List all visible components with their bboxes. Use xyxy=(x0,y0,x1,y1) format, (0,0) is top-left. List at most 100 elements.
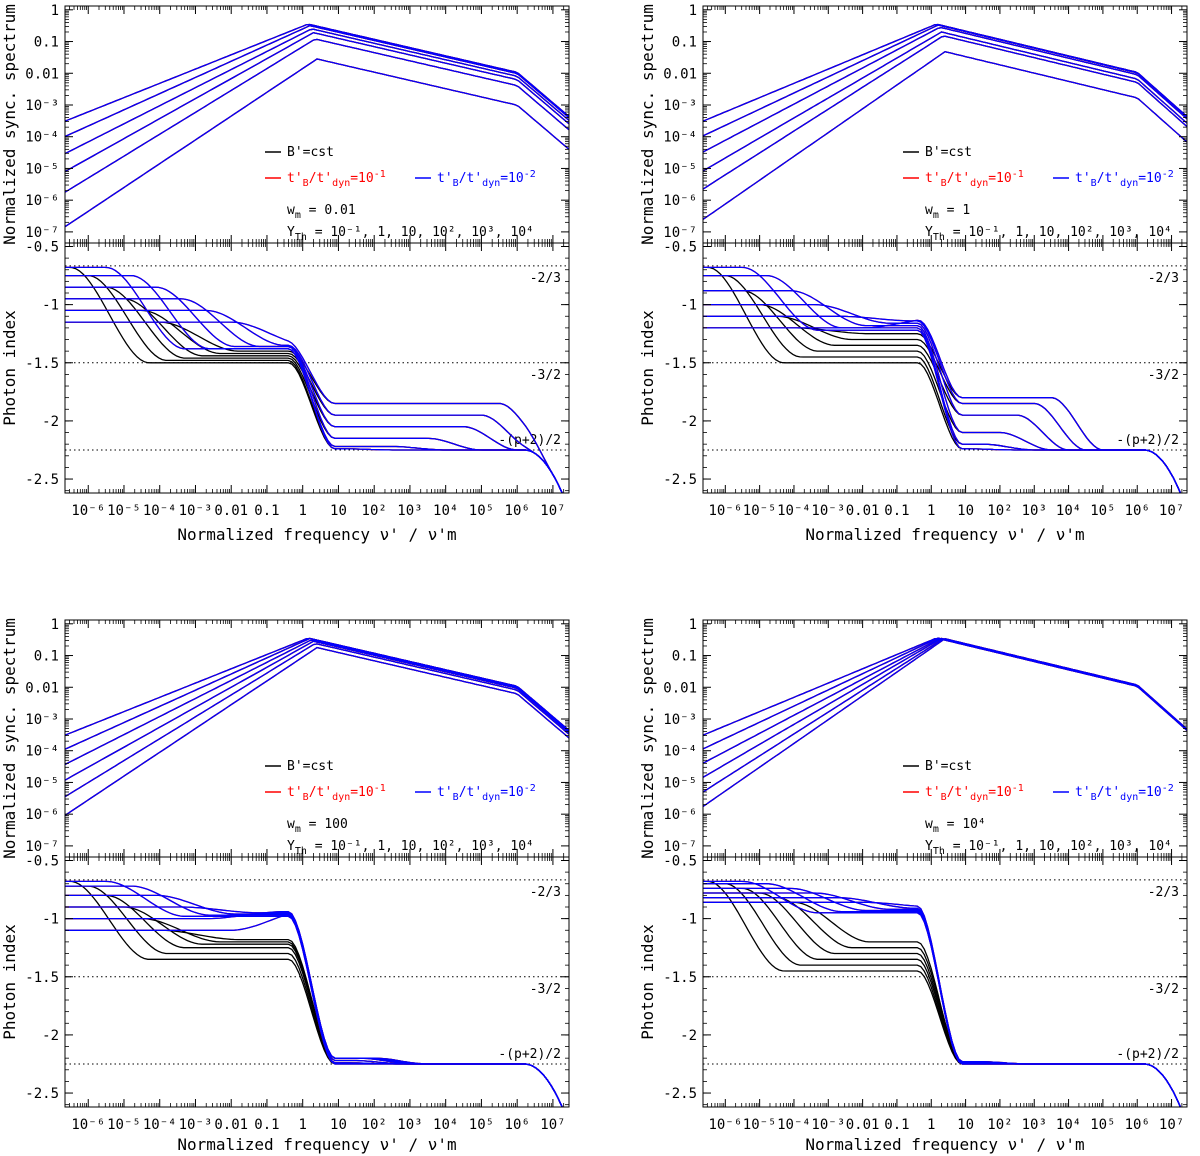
x-tick-label: 10⁶ xyxy=(505,503,530,519)
legend-text-part: B xyxy=(303,178,309,189)
y-tick-label: 10⁻³ xyxy=(25,712,59,728)
legend-text-part: Th xyxy=(933,846,945,857)
x-tick-label: 0.01 xyxy=(846,503,880,519)
legend-wm: wm = 0.01 xyxy=(287,203,356,221)
reference-line-label: -(p+2)/2 xyxy=(498,433,561,448)
x-tick-label: 1 xyxy=(298,503,306,519)
x-tick-label: 10⁷ xyxy=(1159,503,1184,519)
y-axis-title-index: Photon index xyxy=(638,310,657,426)
legend-text-part: t' xyxy=(925,785,941,800)
x-tick-label: 10⁴ xyxy=(433,503,458,519)
y-tick-label: 10⁻⁶ xyxy=(25,807,59,823)
y-tick-label: -1 xyxy=(42,298,59,314)
index-curve-black-1 xyxy=(703,266,1182,493)
legend-text-part: = 10⁴ xyxy=(939,817,986,832)
legend-text-part: =10 xyxy=(988,171,1011,186)
y-tick-label: 1 xyxy=(51,617,59,633)
legend-text-part: /t' xyxy=(947,171,970,186)
spectrum-curve-red-6 xyxy=(65,58,569,228)
x-tick-label: 10⁻³ xyxy=(811,1117,845,1133)
x-tick-label: 10⁻³ xyxy=(179,503,213,519)
y-tick-label: -0.5 xyxy=(25,239,59,255)
legend-text-part: m xyxy=(295,824,301,835)
x-tick-label: 0.01 xyxy=(214,503,248,519)
y-tick-label: 0.1 xyxy=(672,649,697,665)
legend-text-part: = 10⁻¹, 1, 10, 10², 10³, 10⁴ xyxy=(945,839,1172,854)
spectrum-curve-red-1 xyxy=(703,637,1187,736)
legend-label-blue: t'B/t'dyn=10-2 xyxy=(1075,169,1174,189)
y-tick-label: -1 xyxy=(42,912,59,928)
spectrum-curve-black-2 xyxy=(703,24,1187,137)
x-tick-label: 10⁶ xyxy=(1125,1117,1150,1133)
legend-text-part: =10 xyxy=(1138,785,1161,800)
spectrum-curve-red-2 xyxy=(65,25,569,138)
index-frame xyxy=(64,856,570,1108)
legend-text-part: = 0.01 xyxy=(301,203,356,218)
panel-1: -2/3-3/2-(p+2)/210⁻⁶ 10⁻⁵ 10⁻⁴ 10⁻³ 0.01 0.1 1… xyxy=(0,3,570,544)
legend-text-part: w xyxy=(925,817,933,832)
spectrum-curve-blue-6 xyxy=(65,646,569,816)
y-tick-label: -1 xyxy=(680,298,697,314)
legend-label-blue: t'B/t'dyn=10-2 xyxy=(1075,783,1174,803)
y-tick-label: -2 xyxy=(680,414,697,430)
panel-3: -2/3-3/2-(p+2)/210⁻⁶ 10⁻⁵ 10⁻⁴ 10⁻³ 0.01 0.1 1… xyxy=(0,617,570,1154)
index-curve-blue-5 xyxy=(65,309,563,493)
index-curve-blue-6 xyxy=(65,913,563,1107)
x-tick-label: 10⁻⁶ xyxy=(71,1117,105,1133)
index-curve-blue-4 xyxy=(65,298,563,493)
legend-text-part: -1 xyxy=(374,783,386,794)
spectrum-curve-blue-1 xyxy=(65,637,569,736)
x-tick-label: 1 xyxy=(927,1117,935,1133)
reference-line-label: -2/3 xyxy=(1148,885,1179,900)
y-axis-title-index: Photon index xyxy=(0,924,19,1040)
legend-text-part: t' xyxy=(925,171,941,186)
y-axis-title-index: Photon index xyxy=(0,310,19,426)
x-tick-label: 10⁵ xyxy=(469,1117,494,1133)
index-curve-black-3 xyxy=(703,290,1182,493)
legend-label-blue: t'B/t'dyn=10-2 xyxy=(437,169,536,189)
legend-text-part: Y xyxy=(925,225,933,240)
index-curve-blue-3 xyxy=(65,286,563,493)
x-tick-label: 0.01 xyxy=(846,1117,880,1133)
panel-4: -2/3-3/2-(p+2)/210⁻⁶ 10⁻⁵ 10⁻⁴ 10⁻³ 0.01 0.1 1… xyxy=(638,617,1188,1154)
spectrum-curve-blue-3 xyxy=(65,28,569,155)
x-tick-label: 10⁻⁵ xyxy=(743,503,777,519)
y-tick-label: 10⁻⁶ xyxy=(663,193,697,209)
spectrum-curve-blue-5 xyxy=(65,643,569,798)
y-tick-label: 1 xyxy=(689,3,697,19)
index-frame xyxy=(64,242,570,494)
legend-text-part: t' xyxy=(437,785,453,800)
legend-text-part: =10 xyxy=(1138,171,1161,186)
x-tick-label: 10⁻⁵ xyxy=(107,1117,141,1133)
spectrum-curve-blue-6 xyxy=(703,51,1187,220)
index-frame xyxy=(702,242,1188,494)
spectrum-curve-red-2 xyxy=(703,24,1187,137)
legend-text-part: B xyxy=(453,792,459,803)
spectrum-curve-blue-6 xyxy=(703,638,1187,808)
y-tick-label: 10⁻³ xyxy=(663,712,697,728)
legend-text-part: -1 xyxy=(1012,783,1024,794)
x-tick-label: 0.01 xyxy=(214,1117,248,1133)
legend-text-part: -2 xyxy=(1162,783,1174,794)
y-tick-label: 10⁻³ xyxy=(663,98,697,114)
legend-text-part: -2 xyxy=(524,783,536,794)
x-tick-label: 10² xyxy=(987,503,1012,519)
spectrum-curve-blue-4 xyxy=(65,32,569,173)
reference-line-label: -(p+2)/2 xyxy=(1116,433,1179,448)
spectrum-curve-black-1 xyxy=(703,637,1187,736)
x-tick-label: 0.1 xyxy=(884,1117,909,1133)
y-tick-label: 0.01 xyxy=(663,66,697,82)
legend-text-part: =10 xyxy=(500,785,523,800)
x-tick-label: 10 xyxy=(957,503,974,519)
spectrum-curve-black-6 xyxy=(65,58,569,228)
legend-text-part: = 1 xyxy=(939,203,970,218)
index-frame xyxy=(702,856,1188,1108)
x-tick-label: 10⁶ xyxy=(1125,503,1150,519)
x-tick-label: 10² xyxy=(987,1117,1012,1133)
legend-text-part: =10 xyxy=(988,785,1011,800)
legend-text-part: /t' xyxy=(1097,785,1120,800)
legend-text-part: Y xyxy=(287,839,295,854)
legend-text-part: /t' xyxy=(1097,171,1120,186)
y-tick-label: 10⁻⁷ xyxy=(663,225,697,241)
